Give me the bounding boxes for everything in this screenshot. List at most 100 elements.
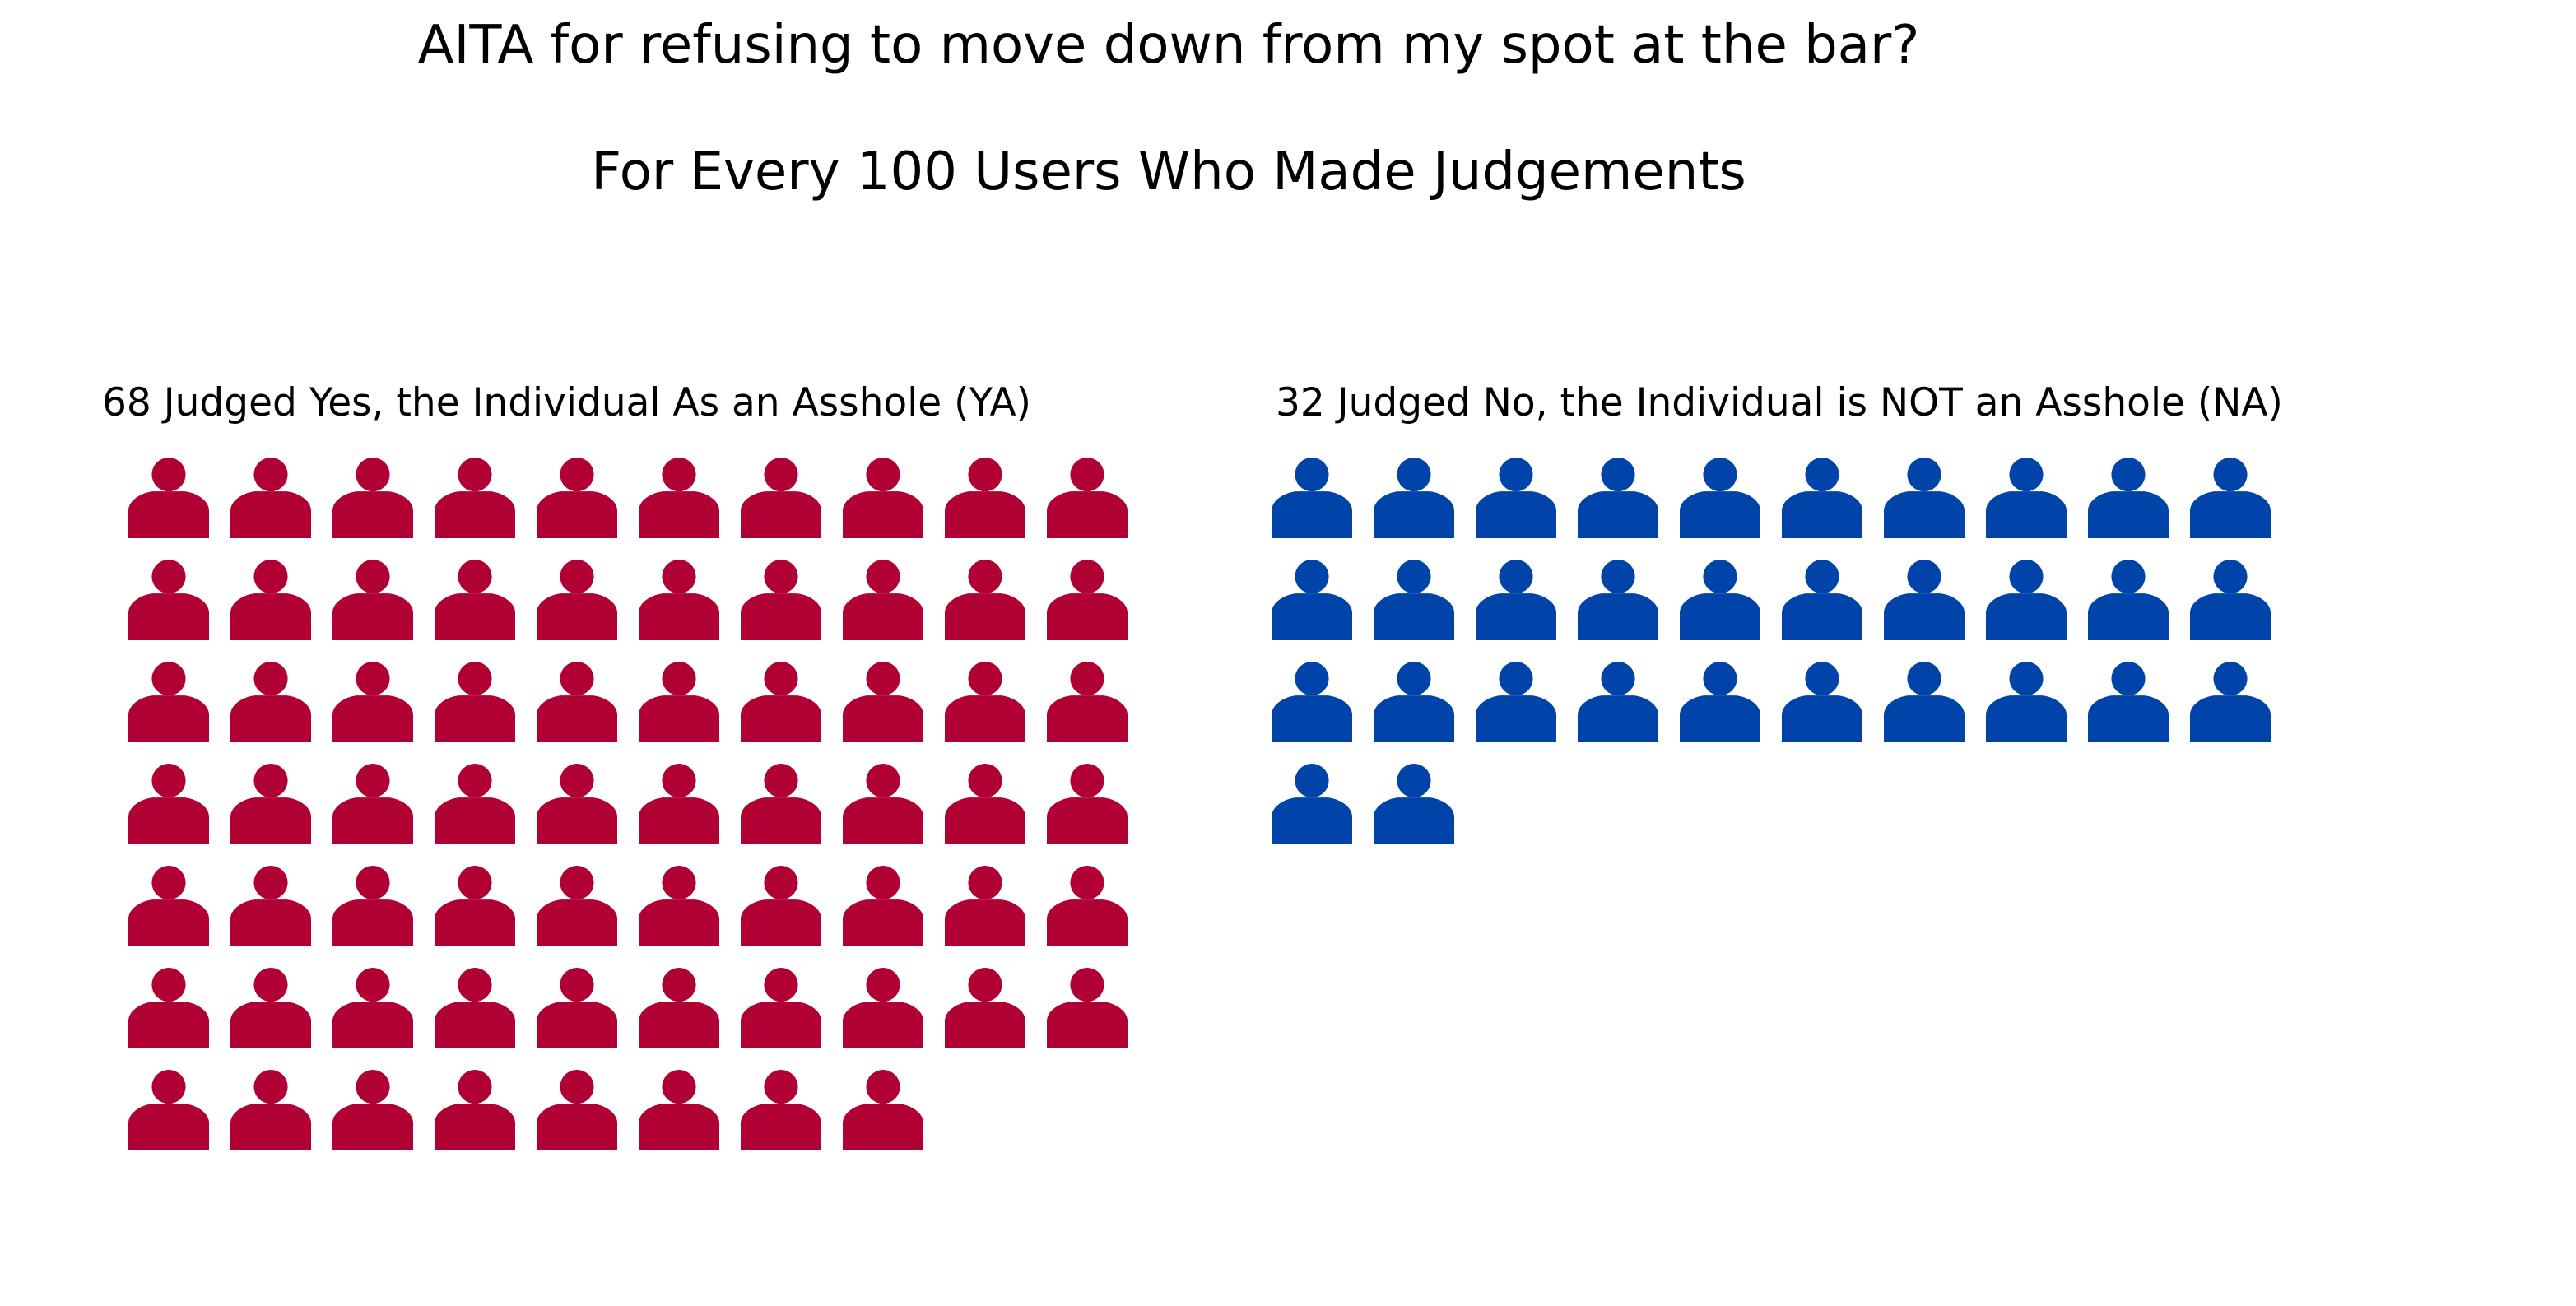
person-icon-na <box>2088 662 2169 742</box>
person-icon-na <box>1374 458 1454 538</box>
person-icon-ya <box>128 866 209 946</box>
person-icon-ya <box>741 1070 821 1150</box>
person-icon-ya <box>332 1070 413 1150</box>
person-icon-na <box>1578 458 1658 538</box>
person-icon-ya <box>843 764 923 844</box>
person-icon-ya <box>128 764 209 844</box>
person-icon-na <box>1680 662 1760 742</box>
person-icon-ya <box>1047 662 1128 742</box>
person-icon-na <box>1578 662 1658 742</box>
person-icon-ya <box>843 560 923 640</box>
person-icon-ya <box>945 866 1025 946</box>
person-icon-ya <box>230 866 311 946</box>
chart-title: AITA for refusing to move down from my s… <box>418 15 1920 76</box>
person-icon-ya <box>332 662 413 742</box>
person-icon-ya <box>639 1070 719 1150</box>
person-icon-ya <box>1047 458 1128 538</box>
person-icon-ya <box>435 866 515 946</box>
person-icon-ya <box>332 764 413 844</box>
person-icon-ya <box>128 458 209 538</box>
person-icon-ya <box>230 560 311 640</box>
person-icon-ya <box>843 458 923 538</box>
person-icon-na <box>1476 560 1556 640</box>
person-icon-ya <box>741 968 821 1048</box>
person-icon-na <box>1680 560 1760 640</box>
person-icon-ya <box>230 1070 311 1150</box>
person-icon-ya <box>1047 764 1128 844</box>
person-icon-na <box>1272 560 1352 640</box>
person-icon-na <box>1986 662 2067 742</box>
person-icon-na <box>1986 458 2067 538</box>
person-icon-ya <box>230 458 311 538</box>
person-icon-na <box>1884 560 1965 640</box>
person-icon-ya <box>639 662 719 742</box>
group-na-icons <box>1272 458 2271 844</box>
person-icon-ya <box>435 560 515 640</box>
person-icon-ya <box>332 866 413 946</box>
person-icon-ya <box>945 662 1025 742</box>
person-icon-na <box>1374 560 1454 640</box>
person-icon-ya <box>741 764 821 844</box>
person-icon-na <box>1986 560 2067 640</box>
person-icon-ya <box>639 560 719 640</box>
person-icon-na <box>1782 458 1862 538</box>
person-icon-ya <box>1047 968 1128 1048</box>
person-icon-ya <box>741 458 821 538</box>
person-icon-na <box>1680 458 1760 538</box>
person-icon-ya <box>332 968 413 1048</box>
person-icon-na <box>1578 560 1658 640</box>
person-icon-ya <box>741 866 821 946</box>
person-icon-ya <box>741 662 821 742</box>
person-icon-ya <box>843 1070 923 1150</box>
person-icon-ya <box>945 458 1025 538</box>
person-icon-na <box>1374 764 1454 844</box>
person-icon-ya <box>537 560 617 640</box>
person-icon-ya <box>843 968 923 1048</box>
person-icon-na <box>1272 662 1352 742</box>
person-icon-na <box>1782 560 1862 640</box>
person-icon-na <box>2088 560 2169 640</box>
person-icon-ya <box>128 1070 209 1150</box>
person-icon-na <box>1782 662 1862 742</box>
group-ya-icons <box>128 458 1128 1150</box>
person-icon-ya <box>1047 866 1128 946</box>
person-icon-ya <box>639 968 719 1048</box>
person-icon-ya <box>537 1070 617 1150</box>
person-icon-ya <box>537 458 617 538</box>
person-icon-ya <box>537 764 617 844</box>
person-icon-ya <box>230 764 311 844</box>
person-icon-ya <box>537 968 617 1048</box>
person-icon-ya <box>230 662 311 742</box>
person-icon-ya <box>128 968 209 1048</box>
person-icon-ya <box>435 662 515 742</box>
person-icon-ya <box>435 458 515 538</box>
person-icon-ya <box>537 866 617 946</box>
person-icon-ya <box>537 662 617 742</box>
group-label-ya: 68 Judged Yes, the Individual As an Assh… <box>102 380 1031 425</box>
person-icon-na <box>2190 560 2271 640</box>
person-icon-ya <box>230 968 311 1048</box>
person-icon-ya <box>639 764 719 844</box>
person-icon-na <box>1272 458 1352 538</box>
person-icon-ya <box>435 968 515 1048</box>
person-icon-ya <box>639 866 719 946</box>
group-label-na: 32 Judged No, the Individual is NOT an A… <box>1276 380 2283 425</box>
person-icon-na <box>1476 458 1556 538</box>
person-icon-ya <box>945 968 1025 1048</box>
person-icon-ya <box>128 662 209 742</box>
person-icon-na <box>1884 662 1965 742</box>
person-icon-na <box>1374 662 1454 742</box>
person-icon-ya <box>945 560 1025 640</box>
person-icon-ya <box>128 560 209 640</box>
person-icon-na <box>1884 458 1965 538</box>
person-icon-na <box>2088 458 2169 538</box>
person-icon-ya <box>332 560 413 640</box>
person-icon-ya <box>843 866 923 946</box>
person-icon-ya <box>741 560 821 640</box>
person-icon-ya <box>332 458 413 538</box>
chart-subtitle: For Every 100 Users Who Made Judgements <box>591 142 1746 202</box>
person-icon-na <box>1272 764 1352 844</box>
person-icon-na <box>2190 662 2271 742</box>
person-icon-ya <box>1047 560 1128 640</box>
